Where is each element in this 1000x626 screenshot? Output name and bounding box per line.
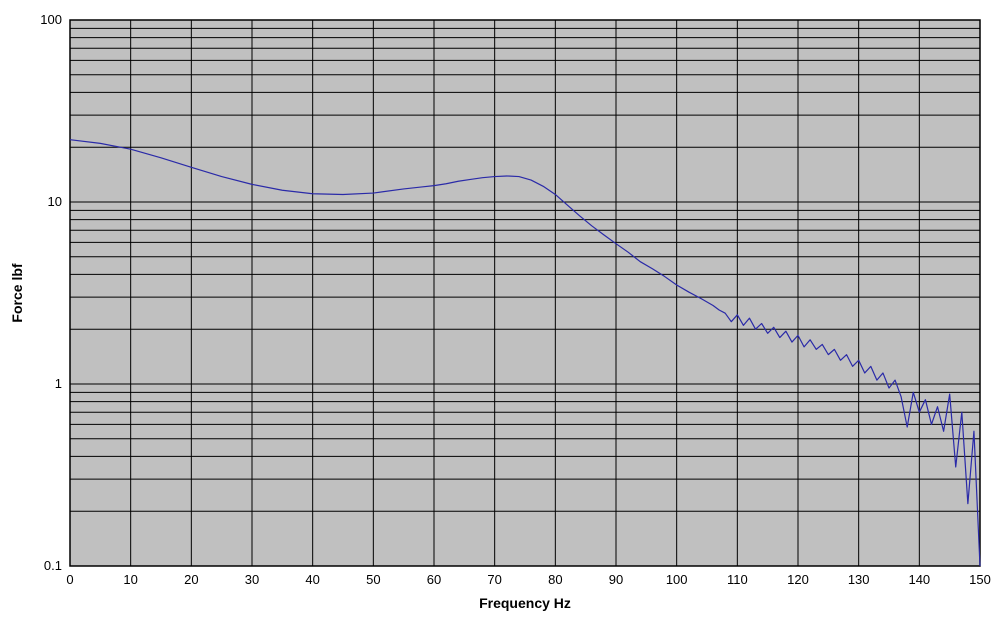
x-tick-label: 10 [123,572,137,587]
x-tick-label: 140 [908,572,930,587]
y-tick-label: 1 [55,376,62,391]
x-tick-label: 40 [305,572,319,587]
x-tick-label: 50 [366,572,380,587]
x-tick-label: 150 [969,572,991,587]
y-tick-label: 100 [40,12,62,27]
x-tick-label: 30 [245,572,259,587]
x-tick-label: 90 [609,572,623,587]
x-tick-label: 120 [787,572,809,587]
y-tick-label: 10 [48,194,62,209]
x-tick-label: 100 [666,572,688,587]
y-tick-label: 0.1 [44,558,62,573]
x-tick-label: 70 [487,572,501,587]
x-axis-label: Frequency Hz [479,595,571,611]
y-axis-label: Force lbf [9,263,25,322]
x-tick-label: 0 [66,572,73,587]
chart-container: 01020304050607080901001101201301401500.1… [0,0,1000,626]
x-tick-label: 20 [184,572,198,587]
x-tick-label: 110 [727,572,748,587]
force-frequency-chart: 01020304050607080901001101201301401500.1… [0,0,1000,626]
x-tick-label: 130 [848,572,870,587]
x-tick-label: 80 [548,572,562,587]
x-tick-label: 60 [427,572,441,587]
plot-area [70,20,980,566]
